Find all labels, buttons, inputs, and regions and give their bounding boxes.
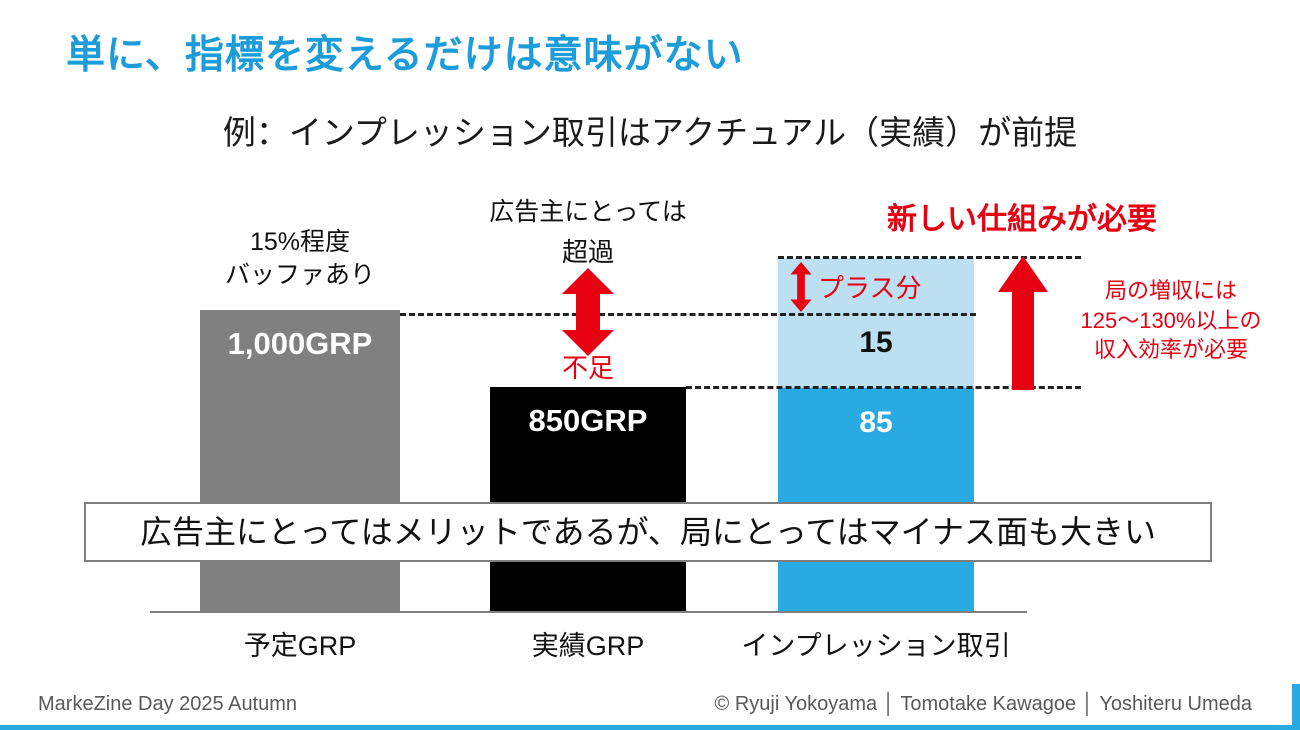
bar-actual-grp: 850GRP [490,387,686,611]
category-label-planned-grp: 予定GRP [243,631,357,661]
plus-amount-label: プラス分 [818,273,922,303]
bar-impression-base-segment: 85 [778,388,974,611]
new-scheme-note: 新しい仕組みが必要 [887,203,1157,236]
bar-impression-base-value: 85 [859,406,893,439]
slide-title: 単に、指標を変えるだけは意味がない [66,34,744,77]
plus-range-arrow-icon [790,262,812,312]
bar-impression-plus-value: 15 [859,326,893,359]
dashed-line-850grp-level [686,386,1081,389]
category-label-actual-grp: 実績GRP [531,631,645,661]
bottom-accent-bar [0,725,1300,730]
footer-event-name: MarkeZine Day 2025 Autumn [38,693,298,715]
category-label-impression: インプレッション取引 [741,631,1011,661]
excess-shortage-arrow-icon [560,268,616,356]
bar-actual-grp-value: 850GRP [528,403,648,438]
excess-label: 超過 [561,237,614,267]
shortage-label: 不足 [561,353,614,383]
dashed-line-plus-level [778,256,1081,259]
footer-copyright: © Ryuji Yokoyama │ Tomotake Kawagoe │ Yo… [714,693,1252,715]
buffer-note: 15%程度 バッファあり [224,228,375,289]
x-axis-baseline [150,611,1027,613]
slide-subtitle: 例：インプレッション取引はアクチュアル（実績）が前提 [222,114,1078,151]
station-revenue-note: 局の増収には 125～130%以上の 収入効率が必要 [1080,278,1262,363]
advertiser-note: 広告主にとっては [489,198,687,226]
bottom-banner: 広告主にとってはメリットであるが、局にとってはマイナス面も大きい [84,502,1212,562]
right-accent-bar [1292,684,1300,730]
revenue-increase-arrow-icon [998,256,1048,390]
bar-planned-grp: 1,000GRP [200,310,400,611]
dashed-line-1000grp-level [400,313,976,316]
bar-impression-plus-segment: プラス分 15 [778,258,974,388]
bar-planned-grp-value: 1,000GRP [227,326,373,361]
